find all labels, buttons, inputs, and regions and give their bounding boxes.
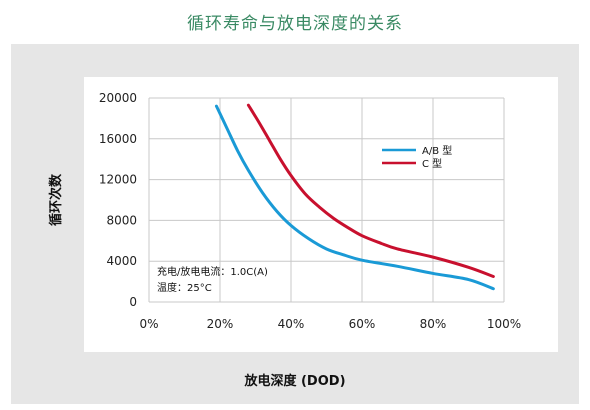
annotation-temperature: 温度：25°C	[157, 281, 212, 294]
x-tick-label: 80%	[420, 317, 447, 331]
x-tick-label: 100%	[487, 317, 521, 331]
y-tick-label: 12000	[99, 173, 137, 187]
x-tick-label: 0%	[139, 317, 158, 331]
legend-label-ab: A/B 型	[422, 144, 452, 157]
series-lines	[214, 103, 495, 291]
y-tick-label: 16000	[99, 132, 137, 146]
series-line-ab	[214, 104, 495, 291]
x-tick-label: 60%	[349, 317, 376, 331]
x-tick-label: 20%	[207, 317, 234, 331]
annotation-current: 充电/放电电流：1.0C(A)	[157, 265, 268, 278]
x-axis-label: 放电深度 (DOD)	[243, 373, 345, 389]
x-tick-label: 40%	[278, 317, 305, 331]
y-tick-label: 20000	[99, 91, 137, 105]
y-tick-label: 8000	[106, 213, 137, 227]
legend-label-c: C 型	[422, 157, 442, 170]
y-axis-label: 循环次数	[48, 173, 64, 226]
x-tick-labels: 0% 20% 40% 60% 80% 100%	[139, 317, 521, 331]
y-tick-label: 4000	[106, 254, 137, 268]
grid-lines	[148, 97, 505, 303]
legend: A/B 型 C 型	[382, 144, 452, 170]
chart-title: 循环寿命与放电深度的关系	[187, 14, 403, 34]
y-tick-label: 0	[129, 295, 137, 309]
plot-background	[84, 77, 558, 352]
y-tick-labels: 0 4000 8000 12000 16000 20000	[99, 91, 137, 309]
series-line-c	[246, 103, 495, 278]
